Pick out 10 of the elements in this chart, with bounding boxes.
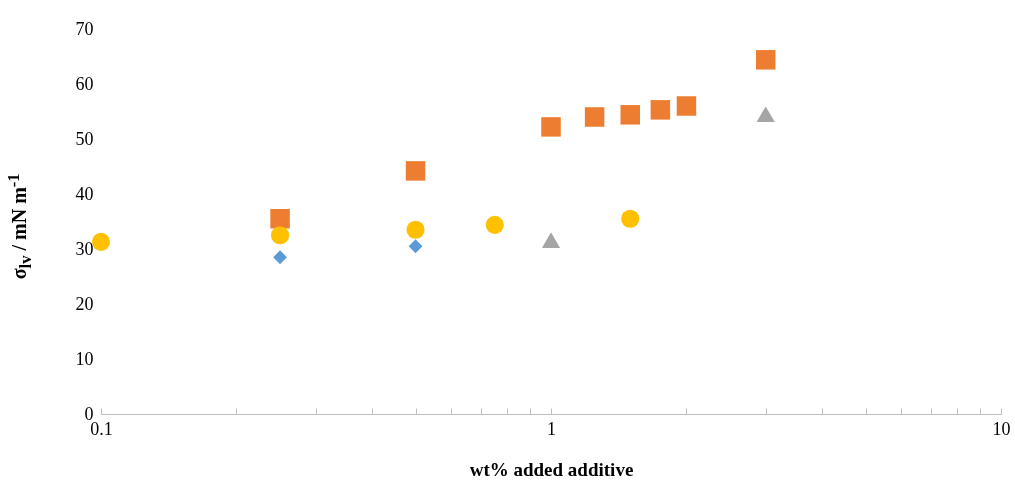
x-axis-title: wt% added additive (469, 458, 634, 480)
y-tick-label: 60 (75, 73, 94, 94)
x-tick-label: 10 (992, 418, 1011, 439)
y-tick-label: 40 (75, 183, 94, 204)
y-tick-label: 20 (75, 293, 94, 314)
x-tick-label: 1 (547, 418, 556, 439)
y-tick-label: 50 (75, 128, 94, 149)
y-tick-label: 70 (75, 18, 94, 39)
y-tick-label: 10 (75, 348, 94, 369)
y-tick-label: 30 (75, 238, 94, 259)
